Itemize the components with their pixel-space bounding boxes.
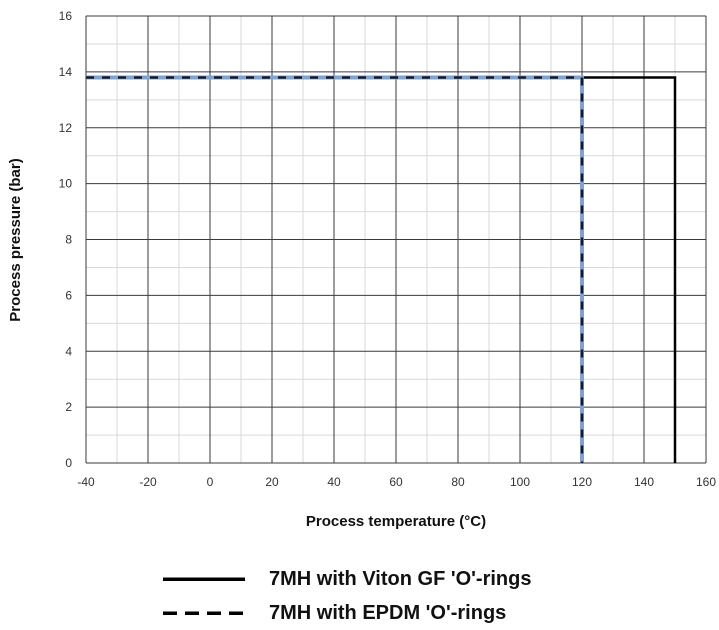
series-layer <box>86 77 675 463</box>
y-tick-label: 16 <box>59 9 73 23</box>
x-tick-labels: -40 -20 0 20 40 60 80 100 120 140 160 <box>77 475 716 489</box>
x-tick-label: 0 <box>207 475 214 489</box>
legend-item-viton: 7MH with Viton GF 'O'-rings <box>163 562 531 596</box>
y-axis-title: Process pressure (bar) <box>7 158 24 321</box>
x-tick-label: 140 <box>634 475 654 489</box>
chart: -40 -20 0 20 40 60 80 100 120 140 160 0 2 4 6 8 10 12 14 1… <box>0 0 719 560</box>
legend-swatch-solid <box>163 577 245 581</box>
x-tick-label: 100 <box>510 475 530 489</box>
x-tick-label: 80 <box>451 475 465 489</box>
x-tick-label: 60 <box>389 475 403 489</box>
x-tick-label: -40 <box>77 475 95 489</box>
legend: 7MH with Viton GF 'O'-rings 7MH with EPD… <box>163 562 531 630</box>
x-axis-title: Process temperature (°C) <box>306 513 486 530</box>
y-tick-label: 4 <box>65 344 72 358</box>
y-tick-label: 8 <box>65 233 72 247</box>
y-tick-label: 12 <box>59 121 73 135</box>
legend-swatch-dashed <box>163 611 245 615</box>
x-tick-label: 120 <box>572 475 592 489</box>
y-tick-label: 10 <box>59 177 73 191</box>
legend-item-epdm: 7MH with EPDM 'O'-rings <box>163 596 531 630</box>
x-tick-label: 160 <box>696 475 716 489</box>
y-tick-label: 0 <box>65 456 72 470</box>
legend-label-viton: 7MH with Viton GF 'O'-rings <box>269 568 531 591</box>
x-tick-label: 20 <box>265 475 279 489</box>
y-tick-label: 6 <box>65 288 72 302</box>
x-tick-label: 40 <box>327 475 341 489</box>
legend-label-epdm: 7MH with EPDM 'O'-rings <box>269 602 506 625</box>
y-tick-label: 14 <box>59 65 73 79</box>
y-tick-labels: 0 2 4 6 8 10 12 14 16 <box>59 9 73 470</box>
series-line-0 <box>86 77 675 463</box>
x-tick-label: -20 <box>139 475 157 489</box>
y-tick-label: 2 <box>65 400 72 414</box>
